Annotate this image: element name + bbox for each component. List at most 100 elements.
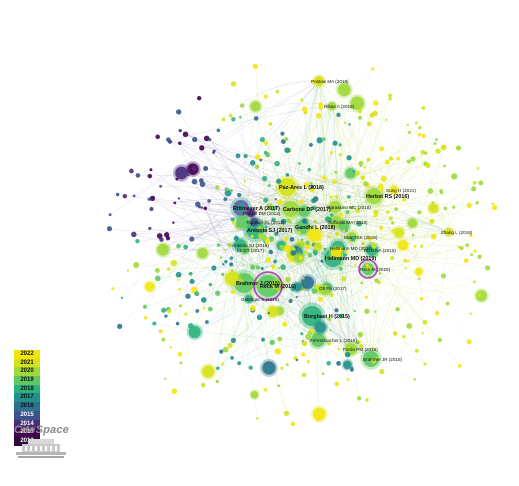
reference-node [291,280,304,293]
reference-node [333,219,336,223]
reference-node [261,337,265,342]
node-label: Ott PA (2017) [319,286,347,291]
citation-link [248,298,368,401]
reference-node [161,307,167,313]
reference-node [231,117,236,122]
legend-year-2015: 2015 [14,410,40,420]
reference-node [279,226,283,230]
reference-node [406,259,410,263]
reference-node [260,266,263,270]
reference-node [346,155,352,161]
citation-link [323,139,337,223]
citation-link [244,249,270,369]
reference-node [254,164,260,169]
reference-node [147,173,153,179]
citation-link [201,207,353,238]
reference-node [345,209,350,215]
node-label: Socinski MA (2018) [328,220,368,225]
reference-node [274,231,279,236]
reference-node [250,234,254,238]
reference-node [195,246,210,261]
reference-node [355,341,360,345]
reference-node [325,255,330,260]
reference-node [310,185,314,189]
reference-node [440,273,446,279]
logo-building-icon [16,439,66,458]
reference-node [259,158,263,162]
labelled-reference-node [253,271,283,301]
citation-link [244,249,353,371]
reference-node [313,250,318,256]
citation-link [290,208,324,374]
citation-link [208,80,320,372]
reference-node [366,157,371,162]
citation-link [311,247,364,317]
reference-node [194,291,200,297]
reference-node [320,259,324,263]
reference-node [450,173,458,180]
node-label: Gettinger S (2016) [241,297,279,302]
reference-node [133,261,140,269]
citation-link [254,138,287,231]
reference-node [295,358,299,362]
reference-node [270,206,276,212]
citation-link [109,80,320,215]
reference-node [337,347,341,351]
node-label: Reck M (2016) [260,284,296,290]
citation-link [254,176,455,231]
reference-node [329,329,332,332]
reference-node [230,337,237,344]
reference-node [396,156,400,161]
citation-link [197,204,372,360]
citation-link [180,130,339,249]
citation-link [328,249,373,344]
citation-link [318,80,336,208]
citation-link [168,139,395,191]
reference-node [465,243,469,247]
reference-node [440,191,444,195]
citation-link [137,175,375,197]
reference-node [332,179,338,184]
reference-node [297,231,301,235]
reference-node [330,195,334,199]
citation-link [303,189,395,222]
citation-link [313,81,352,350]
reference-node [359,164,363,168]
citation-link [199,80,320,207]
citation-link [331,105,462,249]
citation-link [328,215,450,233]
reference-node [282,321,288,327]
citation-link [253,221,434,241]
citation-link [262,195,375,269]
reference-node [227,242,233,248]
reference-node [233,213,252,232]
reference-node [186,323,204,341]
reference-node [224,187,229,192]
reference-node [321,137,326,141]
legend-year-2013: 2013 [14,428,40,437]
reference-node [365,265,372,271]
reference-node [111,287,115,291]
reference-node [410,156,416,162]
reference-node [388,97,392,101]
reference-node [331,246,335,251]
reference-node [343,121,347,124]
citation-link [173,186,288,223]
reference-node [178,141,182,146]
citation-link [344,89,395,191]
reference-node [375,253,379,257]
reference-node [171,388,178,395]
reference-node [316,113,322,119]
citation-link [240,207,476,252]
reference-node [265,304,280,319]
citation-link [240,207,404,246]
reference-node [271,217,276,222]
citation-link [240,207,270,368]
node-label: Forde PM (2018) [343,347,378,352]
citation-link [290,249,373,302]
citation-link [248,252,294,300]
citation-link [283,141,313,317]
citation-link [149,198,373,251]
network-nodes [106,63,498,427]
reference-node [207,306,213,312]
